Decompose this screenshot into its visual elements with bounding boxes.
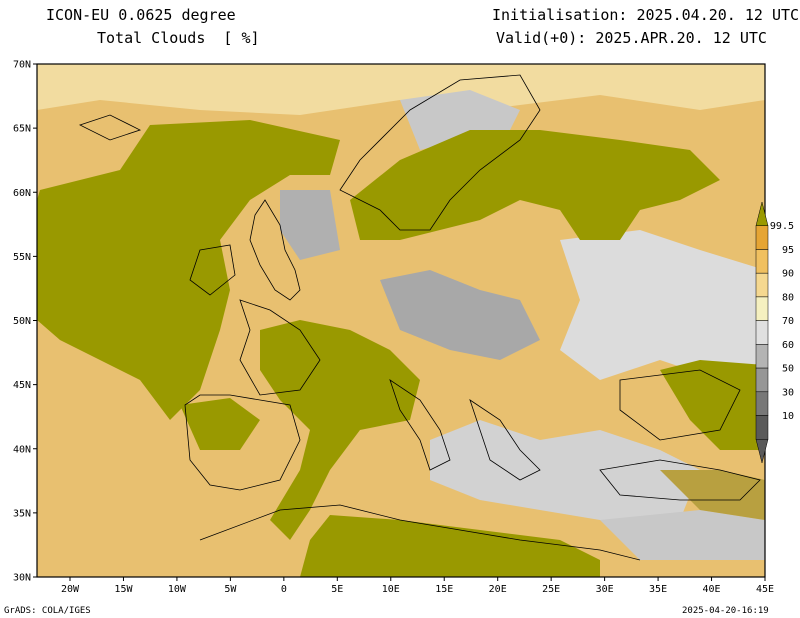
thick-cloud-north-africa — [300, 515, 600, 577]
gray-region-northsea — [280, 190, 340, 260]
lat-tick-label: 65N — [13, 124, 31, 135]
lon-tick-label: 10W — [168, 584, 187, 595]
lat-tick-label: 30N — [13, 573, 31, 584]
latitude-axis: 70N 65N 60N 55N 50N 45N 40N 35N 30N — [13, 60, 37, 584]
lon-tick-label: 15E — [435, 584, 453, 595]
coast-scandinavia — [339, 74, 541, 231]
footer-credit: GrADS: COLA/IGES — [4, 606, 91, 616]
lat-tick-label: 50N — [13, 316, 31, 327]
lon-tick-label: 35E — [649, 584, 667, 595]
colorbar: 99.5 95 90 80 70 60 50 30 10 — [755, 201, 794, 464]
initialisation-time: Initialisation: 2025.04.20. 12 UTC — [492, 6, 800, 24]
colorbar-segment — [755, 367, 769, 393]
cloud-region-north — [37, 64, 765, 115]
lon-tick-label: 25E — [542, 584, 560, 595]
colorbar-segment — [755, 344, 769, 369]
gray-region-central — [380, 270, 540, 360]
lon-tick-label: 0 — [281, 584, 287, 595]
lon-tick-label: 20E — [489, 584, 507, 595]
lat-tick-label: 45N — [13, 380, 31, 391]
colorbar-label: 60 — [782, 340, 794, 351]
clear-region-levant — [600, 510, 765, 560]
colorbar-label: 10 — [782, 411, 794, 422]
colorbar-segment — [755, 320, 769, 345]
clear-region-east — [560, 230, 765, 380]
lon-tick-label: 45E — [756, 584, 774, 595]
lat-tick-label: 70N — [13, 60, 31, 71]
colorbar-label: 70 — [782, 316, 794, 327]
thick-cloud-scandinavia — [350, 130, 720, 240]
cloud-field — [37, 64, 765, 577]
colorbar-segment — [755, 296, 769, 321]
lon-tick-label: 10E — [382, 584, 400, 595]
coast-black-sea — [619, 369, 741, 441]
lat-tick-label: 40N — [13, 444, 31, 455]
coastlines — [78, 74, 761, 561]
colorbar-segment — [755, 272, 769, 298]
lon-tick-label: 15W — [114, 584, 133, 595]
coast-north-africa — [199, 504, 641, 561]
colorbar-segment — [755, 391, 769, 416]
lon-tick-label: 20W — [61, 584, 80, 595]
coast-turkey — [599, 459, 761, 501]
longitude-axis: 20W 15W 10W 5W 0 5E 10E 15E 20E 25E 30E 35E 40E 45E — [61, 577, 774, 595]
lon-tick-label: 5E — [331, 584, 343, 595]
coast-iberia — [184, 394, 301, 491]
colorbar-label: 50 — [782, 364, 794, 375]
footer-timestamp: 2025-04-20-16:19 — [682, 606, 769, 616]
colorbar-label: 99.5 — [770, 221, 794, 232]
thick-cloud-france-spain — [260, 320, 420, 540]
coast-balkans — [469, 399, 541, 481]
lat-tick-label: 60N — [13, 188, 31, 199]
thick-cloud-atlantic — [37, 120, 340, 420]
coast-great-britain — [249, 199, 301, 301]
coast-iceland — [78, 114, 142, 141]
lat-tick-label: 55N — [13, 252, 31, 263]
colorbar-segment — [755, 225, 769, 250]
lat-tick-label: 35N — [13, 508, 31, 519]
colorbar-segment — [755, 415, 769, 440]
lon-tick-label: 40E — [703, 584, 721, 595]
clear-region-mediterranean — [430, 420, 700, 520]
map-title: ICON-EU 0.0625 degree — [46, 6, 236, 24]
colorbar-label: 95 — [782, 245, 794, 256]
colorbar-bottom-arrow — [755, 439, 769, 464]
lon-tick-label: 5W — [224, 584, 237, 595]
colorbar-segment — [755, 249, 769, 274]
coast-ireland — [189, 244, 236, 296]
coast-france — [239, 299, 321, 396]
colorbar-label: 90 — [782, 269, 794, 280]
map-variable: Total Clouds [ %] — [97, 29, 260, 47]
colorbar-label: 80 — [782, 292, 794, 303]
coast-italy — [389, 379, 451, 471]
thick-cloud-iberia — [180, 398, 260, 450]
valid-time: Valid(+0): 2025.APR.20. 12 UTC — [496, 29, 767, 47]
colorbar-label: 30 — [782, 387, 794, 398]
cloud-region-turkey — [660, 470, 765, 520]
thick-cloud-black-sea — [660, 360, 765, 450]
lon-tick-label: 30E — [596, 584, 614, 595]
